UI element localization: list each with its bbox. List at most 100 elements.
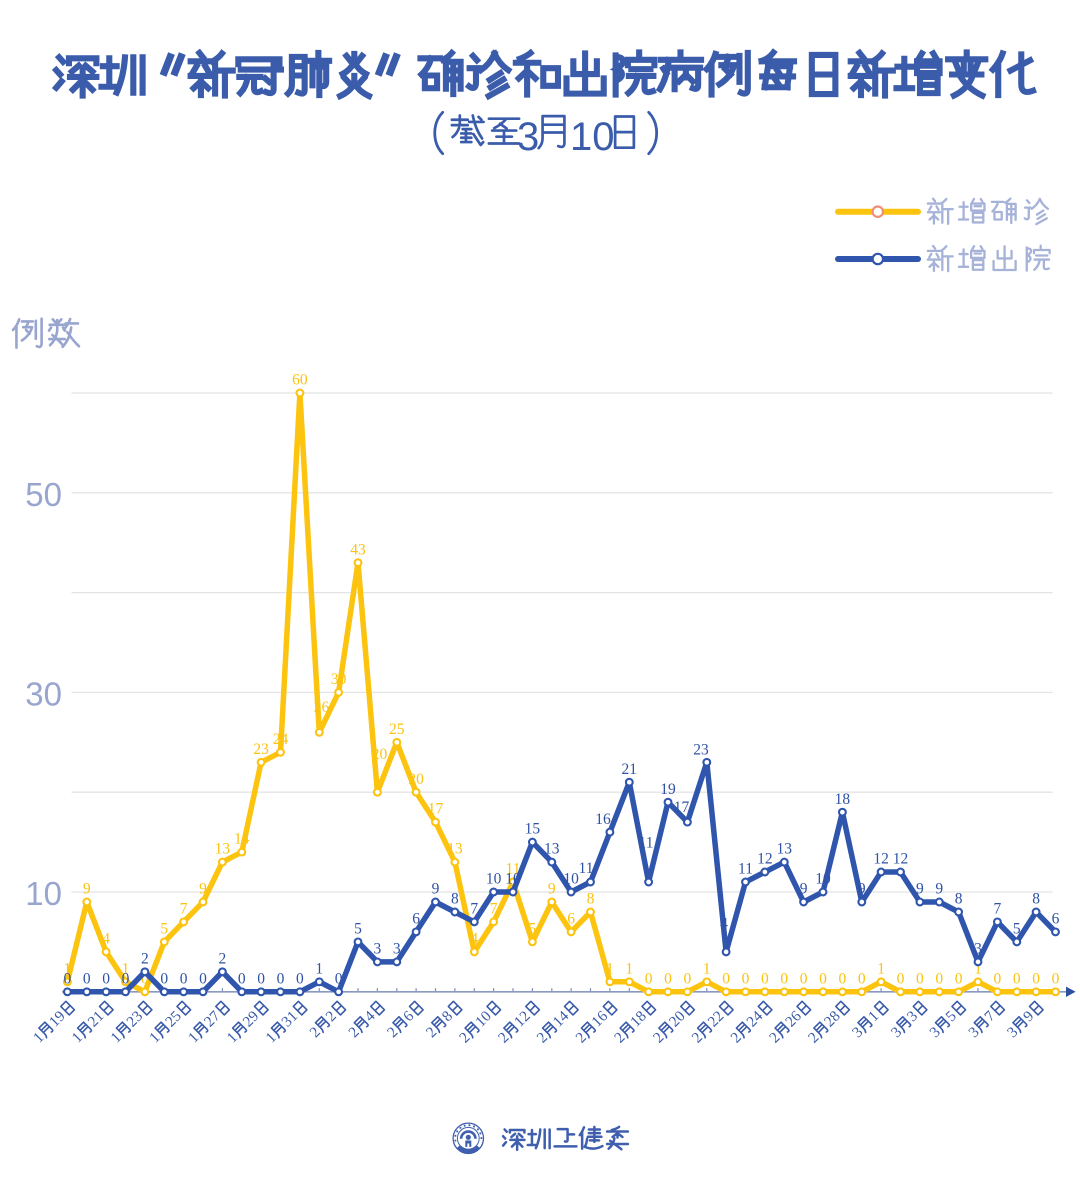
svg-text:0: 0 [994, 970, 1002, 987]
svg-text:0: 0 [180, 970, 188, 987]
svg-text:8: 8 [587, 891, 595, 908]
svg-text:7: 7 [994, 901, 1002, 918]
svg-text:7: 7 [180, 901, 188, 918]
svg-text:6: 6 [1052, 911, 1060, 928]
svg-text:8: 8 [1032, 891, 1040, 908]
svg-text:0: 0 [122, 970, 130, 987]
svg-text:0: 0 [684, 970, 692, 987]
svg-text:0: 0 [897, 970, 905, 987]
svg-text:12: 12 [757, 851, 773, 868]
svg-text:15: 15 [525, 821, 541, 838]
svg-text:0: 0 [238, 970, 246, 987]
svg-text:6: 6 [567, 911, 575, 928]
svg-text:19: 19 [660, 781, 676, 798]
svg-text:9: 9 [199, 881, 207, 898]
svg-text:10: 10 [815, 871, 831, 888]
svg-text:3: 3 [517, 115, 539, 159]
svg-text:0: 0 [916, 970, 924, 987]
svg-text:11: 11 [506, 861, 521, 878]
svg-text:9: 9 [800, 881, 808, 898]
svg-text:0: 0 [1052, 970, 1060, 987]
svg-text:25: 25 [389, 721, 405, 738]
svg-text:0: 0 [645, 970, 653, 987]
svg-text:10: 10 [570, 115, 615, 159]
svg-text:13: 13 [544, 841, 560, 858]
svg-text:11: 11 [579, 860, 594, 877]
svg-text:50: 50 [25, 476, 62, 513]
svg-text:5: 5 [1013, 921, 1021, 938]
svg-text:1: 1 [625, 960, 633, 977]
svg-text:0: 0 [742, 970, 750, 987]
svg-text:0: 0 [83, 970, 91, 987]
svg-text:0: 0 [780, 970, 788, 987]
svg-text:10: 10 [505, 871, 521, 888]
svg-text:0: 0 [102, 970, 110, 987]
svg-text:9: 9 [83, 881, 91, 898]
svg-text:0: 0 [64, 970, 72, 987]
svg-text:1: 1 [64, 960, 72, 977]
svg-text:0: 0 [858, 970, 866, 987]
svg-text:1: 1 [974, 960, 982, 977]
svg-text:26: 26 [314, 699, 330, 716]
svg-text:0: 0 [839, 970, 847, 987]
svg-text:3: 3 [374, 941, 382, 958]
svg-text:12: 12 [893, 851, 909, 868]
svg-text:5: 5 [354, 921, 362, 938]
svg-text:30: 30 [25, 676, 62, 713]
svg-text:6: 6 [412, 911, 420, 928]
svg-text:3: 3 [974, 941, 982, 958]
svg-text:17: 17 [428, 801, 444, 818]
svg-text:20: 20 [372, 746, 388, 763]
svg-text:10: 10 [25, 875, 62, 912]
svg-text:10: 10 [563, 871, 579, 888]
svg-text:2: 2 [219, 950, 227, 967]
svg-text:11: 11 [738, 861, 753, 878]
svg-text:0: 0 [722, 970, 730, 987]
svg-text:0: 0 [1032, 970, 1040, 987]
svg-text:16: 16 [595, 811, 611, 828]
svg-text:1: 1 [315, 960, 323, 977]
svg-text:43: 43 [350, 541, 366, 558]
svg-text:5: 5 [160, 921, 168, 938]
svg-text:3: 3 [393, 941, 401, 958]
svg-text:0: 0 [1013, 970, 1021, 987]
svg-text:4: 4 [102, 931, 110, 948]
svg-text:23: 23 [253, 741, 269, 758]
svg-text:12: 12 [873, 851, 889, 868]
svg-text:0: 0 [277, 970, 285, 987]
svg-text:1: 1 [606, 960, 614, 977]
svg-text:4: 4 [720, 915, 728, 932]
svg-text:21: 21 [622, 761, 638, 778]
svg-text:0: 0 [160, 970, 168, 987]
svg-text:17: 17 [674, 799, 690, 816]
svg-text:0: 0 [664, 970, 672, 987]
svg-text:8: 8 [451, 891, 459, 908]
svg-text:23: 23 [693, 741, 709, 758]
svg-text:9: 9 [916, 881, 924, 898]
svg-text:11: 11 [639, 834, 654, 851]
svg-text:60: 60 [292, 372, 308, 389]
svg-text:9: 9 [858, 881, 866, 898]
svg-text:9: 9 [432, 881, 440, 898]
svg-text:13: 13 [777, 841, 793, 858]
svg-text:2: 2 [141, 950, 149, 967]
svg-text:0: 0 [199, 970, 207, 987]
svg-text:0: 0 [761, 970, 769, 987]
svg-text:9: 9 [548, 881, 556, 898]
svg-text:0: 0 [296, 970, 304, 987]
svg-text:20: 20 [408, 771, 424, 788]
svg-text:24: 24 [273, 731, 289, 748]
svg-text:0: 0 [141, 970, 149, 987]
svg-text:0: 0 [335, 970, 343, 987]
svg-text:1: 1 [877, 960, 885, 977]
svg-text:1: 1 [703, 960, 711, 977]
svg-text:5: 5 [529, 921, 537, 938]
svg-text:0: 0 [800, 970, 808, 987]
svg-text:9: 9 [935, 881, 943, 898]
svg-text:7: 7 [490, 901, 498, 918]
svg-text:8: 8 [955, 891, 963, 908]
svg-text:14: 14 [234, 831, 250, 848]
svg-text:13: 13 [447, 841, 463, 858]
svg-text:30: 30 [331, 671, 347, 688]
svg-text:10: 10 [486, 871, 502, 888]
